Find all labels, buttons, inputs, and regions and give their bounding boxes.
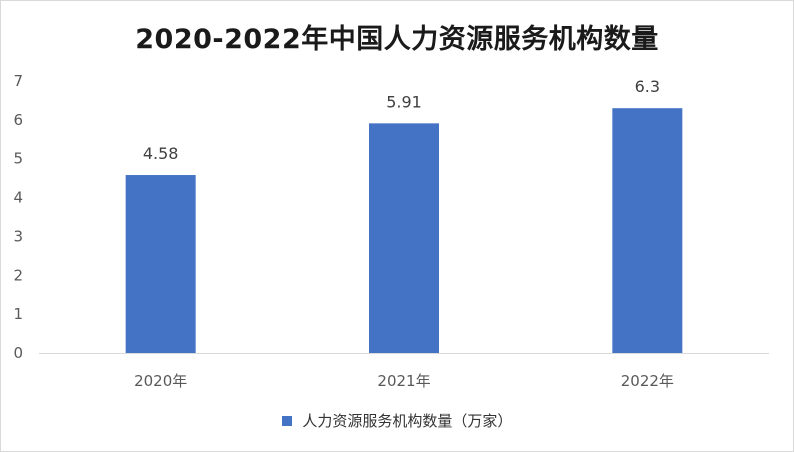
x-tick-label: 2020年 [134,372,187,390]
bar [125,175,196,353]
chart-title: 2020-2022年中国人力资源服务机构数量 [135,24,659,55]
bar [612,108,683,353]
y-tick-label: 0 [13,344,23,362]
y-tick-label: 3 [13,227,23,245]
data-label: 6.3 [635,77,660,96]
data-label: 5.91 [386,92,422,111]
data-label: 4.58 [143,144,179,163]
x-tick-label: 2022年 [621,372,674,390]
legend-label: 人力资源服务机构数量（万家） [302,412,513,430]
y-tick-label: 5 [13,150,23,168]
y-tick-label: 1 [13,305,23,323]
y-tick-label: 4 [13,189,23,207]
bar [369,123,439,354]
x-tick-label: 2021年 [377,372,430,390]
legend-swatch [281,415,292,426]
y-tick-label: 6 [13,111,23,129]
y-tick-label: 7 [13,72,23,90]
y-tick-label: 2 [13,266,23,284]
legend: 人力资源服务机构数量（万家） [1,410,793,431]
